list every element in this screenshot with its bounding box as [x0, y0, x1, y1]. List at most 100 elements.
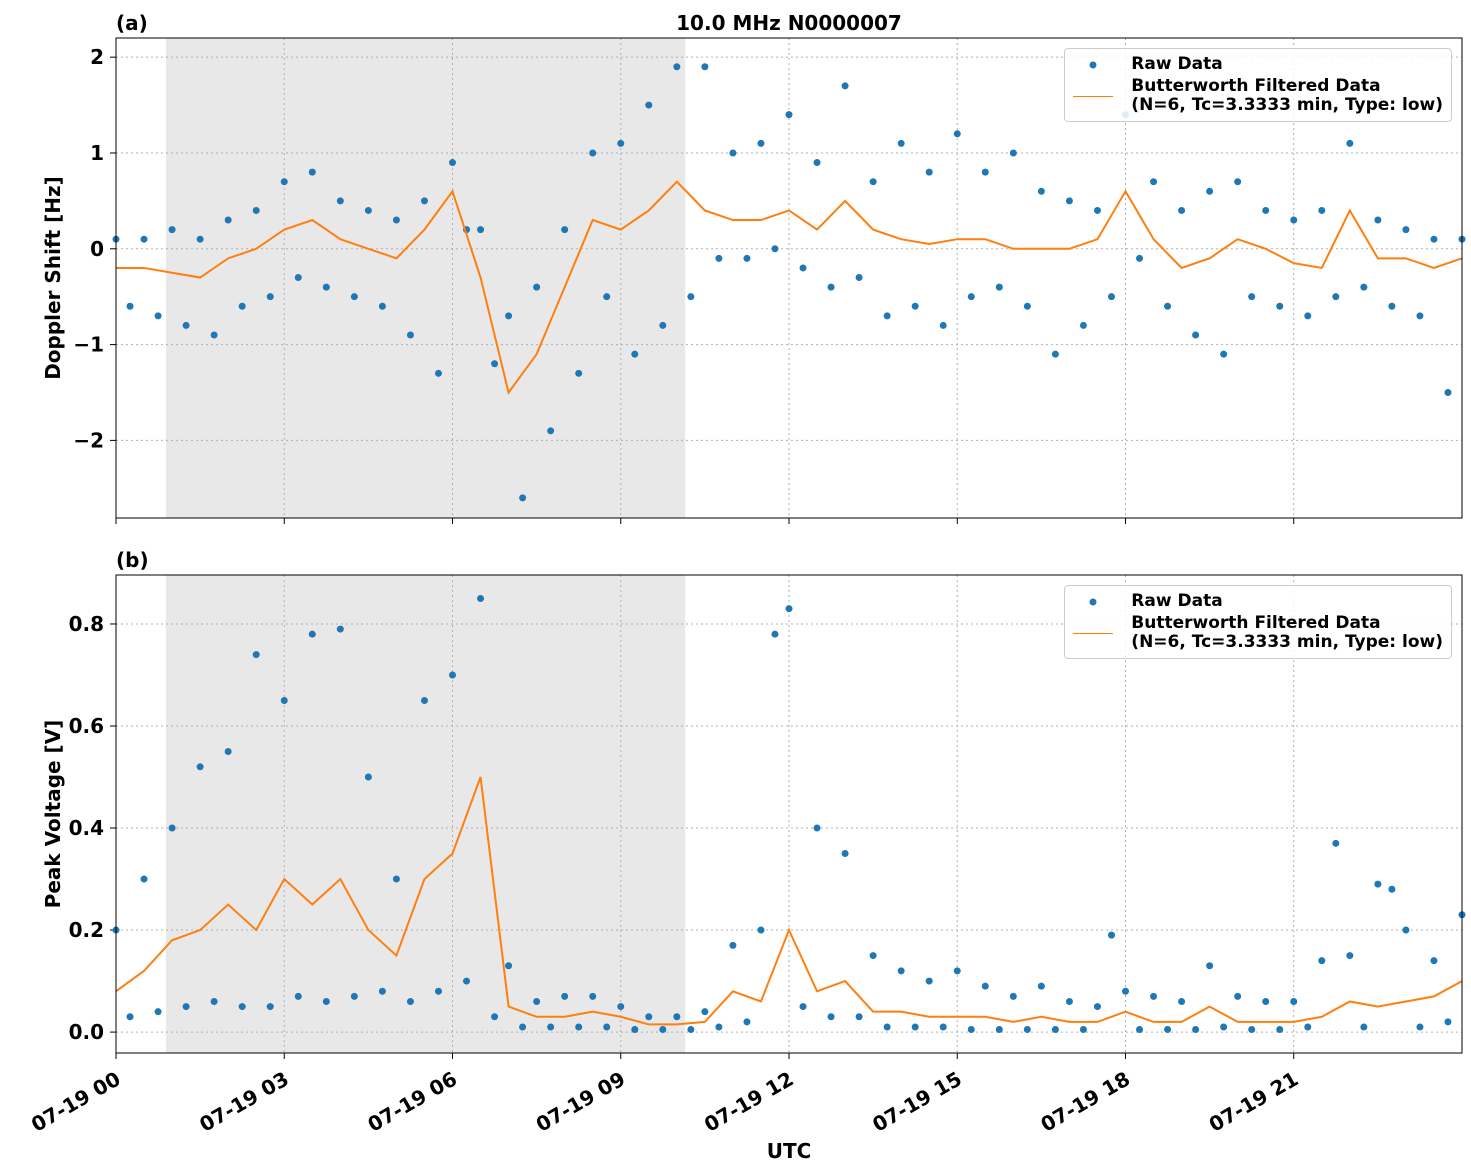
raw-point: [322, 283, 330, 291]
legend: Raw Data Butterworth Filtered Data (N=6, …: [1064, 585, 1452, 659]
raw-point: [1164, 1026, 1172, 1034]
raw-point: [967, 293, 975, 301]
legend-entry: Butterworth Filtered Data (N=6, Tc=3.333…: [1073, 77, 1443, 115]
raw-point: [1360, 283, 1368, 291]
raw-point: [1023, 1026, 1031, 1034]
raw-point: [939, 321, 947, 329]
raw-point: [701, 1008, 709, 1016]
raw-point: [519, 1023, 527, 1031]
raw-point: [799, 1003, 807, 1011]
x-tick-label: 07-19 12: [700, 1067, 798, 1137]
raw-point: [140, 875, 148, 883]
raw-point: [1388, 885, 1396, 893]
raw-point: [841, 850, 849, 858]
raw-point: [1430, 235, 1438, 243]
x-tick-label: 07-19 00: [27, 1067, 125, 1137]
raw-point: [477, 594, 485, 602]
raw-point: [561, 226, 569, 234]
raw-point: [995, 1026, 1003, 1034]
raw-point: [1093, 206, 1101, 214]
raw-point: [561, 992, 569, 1000]
raw-point: [1107, 931, 1115, 939]
y-tick-label: 0.4: [69, 816, 104, 840]
raw-point: [575, 369, 583, 377]
raw-point: [126, 302, 134, 310]
plot-frame: [115, 37, 1463, 519]
raw-point: [1290, 997, 1298, 1005]
y-tick-label: 0.6: [69, 714, 104, 738]
raw-point: [1248, 1026, 1256, 1034]
raw-point: [771, 245, 779, 253]
raw-point: [827, 283, 835, 291]
raw-point: [336, 625, 344, 633]
raw-point: [266, 293, 274, 301]
raw-point: [687, 293, 695, 301]
legend-marker: [1089, 598, 1097, 606]
raw-point: [533, 283, 541, 291]
raw-point: [1374, 880, 1382, 888]
raw-point: [673, 63, 681, 71]
raw-point: [491, 1013, 499, 1021]
raw-point: [364, 206, 372, 214]
raw-point: [449, 671, 456, 679]
raw-point: [294, 274, 302, 282]
raw-point: [925, 168, 933, 176]
raw-point: [1248, 293, 1256, 301]
raw-point: [463, 977, 471, 985]
raw-point: [238, 302, 246, 310]
raw-point: [252, 651, 260, 659]
raw-point: [897, 967, 905, 975]
raw-point: [981, 168, 989, 176]
raw-point: [715, 254, 723, 262]
raw-point: [308, 630, 316, 638]
y-tick-label: 0: [90, 237, 104, 261]
y-tick-label: 1: [90, 141, 104, 165]
raw-point: [420, 197, 428, 205]
y-tick-label: −1: [73, 333, 104, 357]
raw-point: [631, 1026, 639, 1034]
raw-point: [911, 302, 919, 310]
legend-entry: Raw Data: [1073, 592, 1443, 612]
raw-point: [925, 977, 933, 985]
raw-point: [589, 149, 597, 157]
raw-point: [1416, 1023, 1424, 1031]
raw-point: [1107, 293, 1115, 301]
raw-point: [1262, 997, 1270, 1005]
raw-point: [1276, 302, 1284, 310]
raw-point: [210, 331, 218, 339]
x-tick-label: 07-19 15: [868, 1067, 966, 1137]
x-tick-label: 07-19 09: [532, 1067, 630, 1137]
raw-point: [813, 159, 821, 167]
raw-point: [378, 302, 386, 310]
raw-point: [785, 111, 793, 119]
raw-point: [1402, 926, 1410, 934]
raw-point: [953, 130, 961, 138]
legend-marker: [1089, 61, 1097, 69]
raw-point: [154, 1008, 162, 1016]
raw-point: [308, 168, 316, 176]
raw-point: [911, 1023, 919, 1031]
raw-point: [434, 369, 442, 377]
raw-point: [1206, 187, 1214, 195]
raw-point: [280, 178, 288, 186]
raw-point: [1051, 350, 1059, 358]
raw-point: [1164, 302, 1172, 310]
raw-point: [1065, 197, 1073, 205]
raw-point: [855, 1013, 863, 1021]
raw-point: [645, 1013, 653, 1021]
raw-point: [1178, 997, 1186, 1005]
raw-point: [659, 1026, 667, 1034]
raw-point: [869, 178, 877, 186]
raw-point: [589, 992, 597, 1000]
raw-point: [603, 1023, 611, 1031]
raw-point: [995, 283, 1003, 291]
y-tick-label: 2: [90, 45, 104, 69]
raw-point: [701, 63, 709, 71]
raw-point: [294, 992, 302, 1000]
legend-key: [1073, 96, 1114, 97]
raw-point: [1079, 1026, 1087, 1034]
legend-label: Butterworth Filtered Data (N=6, Tc=3.333…: [1131, 613, 1443, 652]
raw-point: [350, 293, 358, 301]
raw-point: [182, 1003, 190, 1011]
raw-point: [575, 1023, 583, 1031]
